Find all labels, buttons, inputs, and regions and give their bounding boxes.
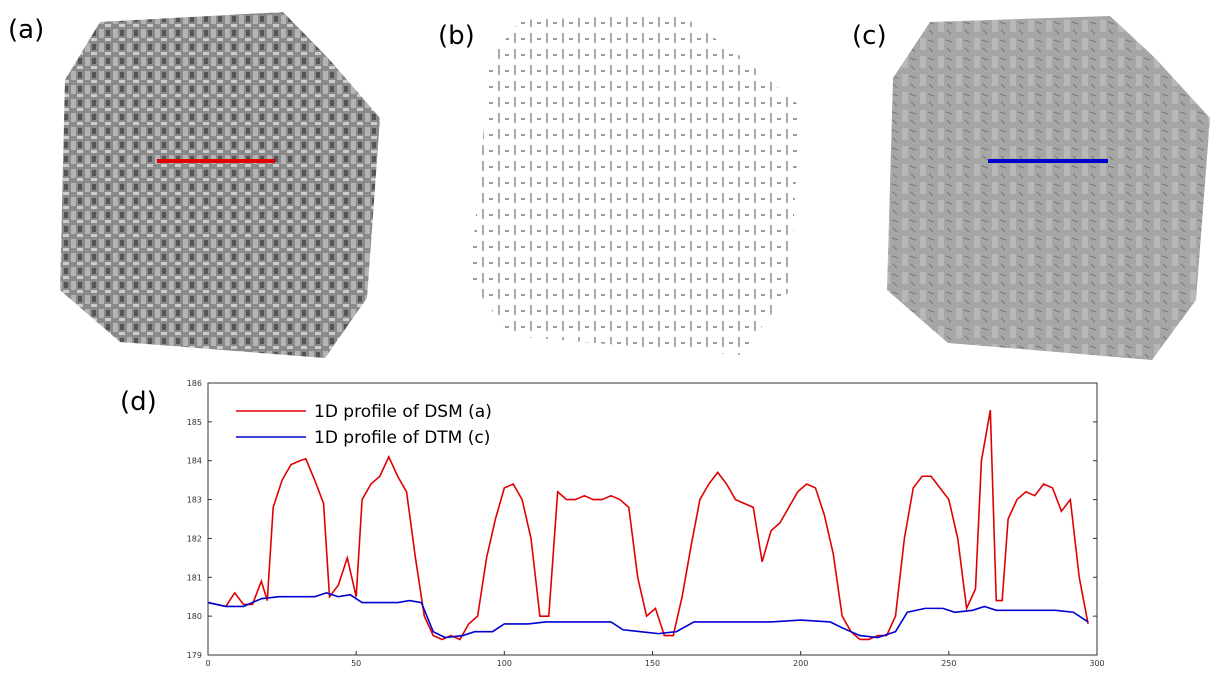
- x-tick-label: 300: [1089, 659, 1104, 668]
- x-tick-label: 250: [941, 659, 956, 668]
- panel-label: (a): [8, 15, 44, 45]
- x-tick-label: 100: [497, 659, 512, 668]
- y-tick-label: 186: [187, 379, 202, 388]
- x-tick-label: 50: [351, 659, 361, 668]
- y-tick-label: 180: [187, 612, 202, 621]
- panel-label: (d): [120, 387, 157, 417]
- panel-label: (b): [438, 21, 475, 51]
- x-tick-label: 200: [793, 659, 808, 668]
- y-tick-label: 184: [187, 457, 202, 466]
- y-tick-label: 179: [187, 651, 202, 660]
- panel-label: (c): [852, 21, 887, 51]
- dsm-image: [60, 12, 380, 358]
- data-line: [207, 591, 1089, 639]
- dtm-image: [887, 16, 1210, 360]
- data-line: [207, 410, 1089, 641]
- x-tick-label: 0: [205, 659, 210, 668]
- y-tick-label: 181: [187, 573, 202, 582]
- y-tick-label: 185: [187, 418, 202, 427]
- legend-label: 1D profile of DTM (c): [314, 428, 490, 448]
- y-tick-label: 182: [187, 534, 202, 543]
- mask-image: [470, 14, 800, 355]
- x-tick-label: 150: [645, 659, 660, 668]
- y-tick-label: 183: [187, 496, 202, 505]
- legend-label: 1D profile of DSM (a): [314, 402, 492, 422]
- plot-frame: [207, 382, 1098, 656]
